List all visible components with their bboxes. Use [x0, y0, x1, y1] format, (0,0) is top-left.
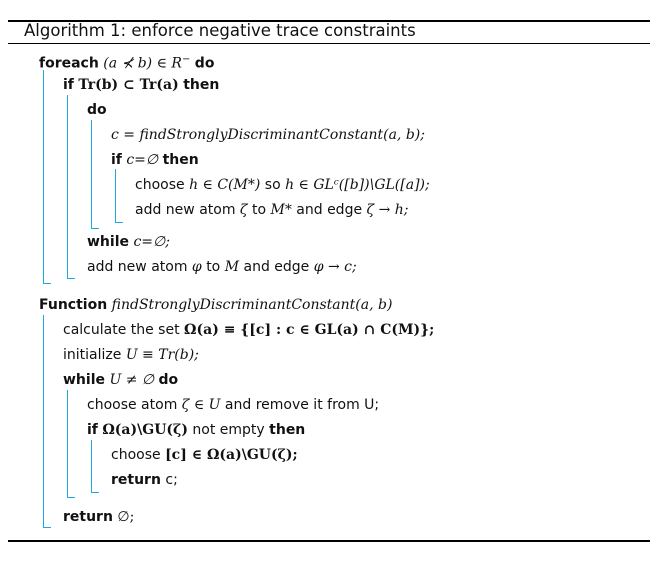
add-zeta-text-a: add new atom: [135, 202, 236, 218]
keyword-if-inner: if: [111, 152, 122, 168]
add-zeta-math-a: ζ: [239, 202, 248, 218]
return-empty-math: ∅;: [117, 509, 135, 525]
keyword-while: while: [87, 234, 129, 250]
line-if-trace: if Tr(b) ⊂ Tr(a) then: [63, 76, 219, 94]
caption-label: Algorithm 1:: [24, 21, 127, 40]
choose-atom-text-a: choose atom: [87, 397, 178, 413]
if-block-bar: [67, 95, 69, 278]
if-omega-math: Ω(a)\GU(ζ): [102, 422, 188, 438]
initialize-text: initialize: [63, 347, 122, 363]
line-function-header: Function findStronglyDiscriminantConstan…: [39, 296, 392, 314]
line-choose-c: choose [c] ∈ Ω(a)\GU(ζ);: [111, 446, 298, 464]
keyword-do: do: [194, 55, 215, 72]
choose-c-math: [c] ∈ Ω(a)\GU(ζ);: [165, 447, 298, 463]
calculate-text: calculate the set: [63, 322, 180, 338]
line-do: do: [87, 101, 107, 119]
add-phi-math-a: φ: [191, 259, 202, 275]
fn-if-block-bar: [91, 440, 93, 492]
foreach-sup: −: [181, 54, 191, 65]
function-block-bar: [43, 315, 45, 527]
inner-if-block-bar: [115, 169, 117, 222]
choose-h-math-b: h ∈ GLᶜ([b])\GL([a]);: [285, 177, 430, 193]
while-u-condition: U ≠ ∅: [109, 372, 155, 388]
line-choose-h: choose h ∈ C(M*) so h ∈ GLᶜ([b])\GL([a])…: [135, 176, 430, 194]
keyword-then: then: [183, 77, 220, 93]
foreach-block-end: [43, 283, 51, 285]
choose-c-text: choose: [111, 447, 161, 463]
foreach-block-bar: [43, 70, 45, 283]
line-foreach: foreach (a ⊀ b) ∈ R− do: [39, 51, 214, 73]
foreach-condition: (a ⊀ b) ∈ R: [103, 55, 182, 72]
add-phi-math-b: M: [224, 259, 240, 275]
line-calculate-omega: calculate the set Ω(a) ≡ {[c] : c ∈ GL(a…: [63, 321, 434, 339]
line-return-empty: return ∅;: [63, 508, 134, 526]
add-zeta-math-b: M*: [270, 202, 292, 218]
algorithm-caption: Algorithm 1: enforce negative trace cons…: [24, 21, 416, 41]
while-block-end: [67, 497, 75, 499]
keyword-do-inner: do: [87, 102, 107, 118]
line-while-u: while U ≠ ∅ do: [63, 371, 178, 389]
if-condition: Tr(b) ⊂ Tr(a): [78, 77, 179, 93]
choose-atom-text-b: and remove it from U;: [224, 397, 380, 413]
caption-text: enforce negative trace constraints: [131, 21, 416, 40]
choose-h-text-a: choose: [135, 177, 185, 193]
add-phi-text-c: and edge: [243, 259, 310, 275]
return-c-text: c;: [165, 472, 178, 488]
add-phi-text-a: add new atom: [87, 259, 188, 275]
line-if-omega: if Ω(a)\GU(ζ) not empty then: [87, 421, 305, 439]
line-choose-atom: choose atom ζ ∈ U and remove it from U;: [87, 396, 379, 414]
function-name: findStronglyDiscriminantConstant(a, b): [111, 297, 393, 313]
while-c-condition: c=∅;: [133, 234, 170, 250]
if-block-end: [67, 278, 75, 280]
keyword-while-fn: while: [63, 372, 105, 388]
choose-h-math-a: h ∈ C(M*): [189, 177, 261, 193]
keyword-do-fn: do: [158, 372, 179, 388]
keyword-if-fn: if: [87, 422, 98, 438]
add-zeta-math-c: ζ → h;: [366, 202, 409, 218]
choose-h-text-b: so: [264, 177, 281, 193]
line-return-c: return c;: [111, 471, 178, 489]
if-c-condition: c=∅: [126, 152, 159, 168]
add-phi-text-b: to: [206, 259, 221, 275]
line-if-c-empty: if c=∅ then: [111, 151, 199, 169]
calculate-math: Ω(a) ≡ {[c] : c ∈ GL(a) ∩ C(M)};: [184, 322, 435, 338]
while-block-bar: [67, 390, 69, 497]
choose-atom-math: ζ ∈ U: [181, 397, 221, 413]
keyword-foreach: foreach: [39, 55, 99, 72]
if-omega-text: not empty: [192, 422, 265, 438]
line-while-c: while c=∅;: [87, 233, 170, 251]
initialize-math: U ≡ Tr(b);: [125, 347, 199, 363]
add-phi-math-c: φ → c;: [313, 259, 357, 275]
line-assign-c: c = findStronglyDiscriminantConstant(a, …: [111, 126, 425, 144]
keyword-function: Function: [39, 297, 108, 313]
keyword-return-inner: return: [111, 472, 161, 488]
bottom-rule: [8, 540, 650, 542]
line-add-atom-phi: add new atom φ to M and edge φ → c;: [87, 258, 357, 276]
do-block-end: [91, 228, 99, 230]
keyword-then-inner: then: [162, 152, 199, 168]
line-initialize-u: initialize U ≡ Tr(b);: [63, 346, 199, 364]
do-block-bar: [91, 120, 93, 228]
function-block-end: [43, 527, 51, 529]
keyword-if: if: [63, 77, 74, 93]
caption-rule: [8, 43, 650, 44]
inner-if-block-end: [115, 222, 123, 224]
keyword-return: return: [63, 509, 113, 525]
add-zeta-text-b: to: [251, 202, 267, 218]
add-zeta-text-c: and edge: [296, 202, 363, 218]
assign-c-expression: c = findStronglyDiscriminantConstant(a, …: [111, 127, 425, 143]
keyword-then-fn: then: [269, 422, 306, 438]
line-add-atom-zeta: add new atom ζ to M* and edge ζ → h;: [135, 201, 408, 219]
fn-if-block-end: [91, 492, 99, 494]
top-rule: [8, 20, 650, 22]
